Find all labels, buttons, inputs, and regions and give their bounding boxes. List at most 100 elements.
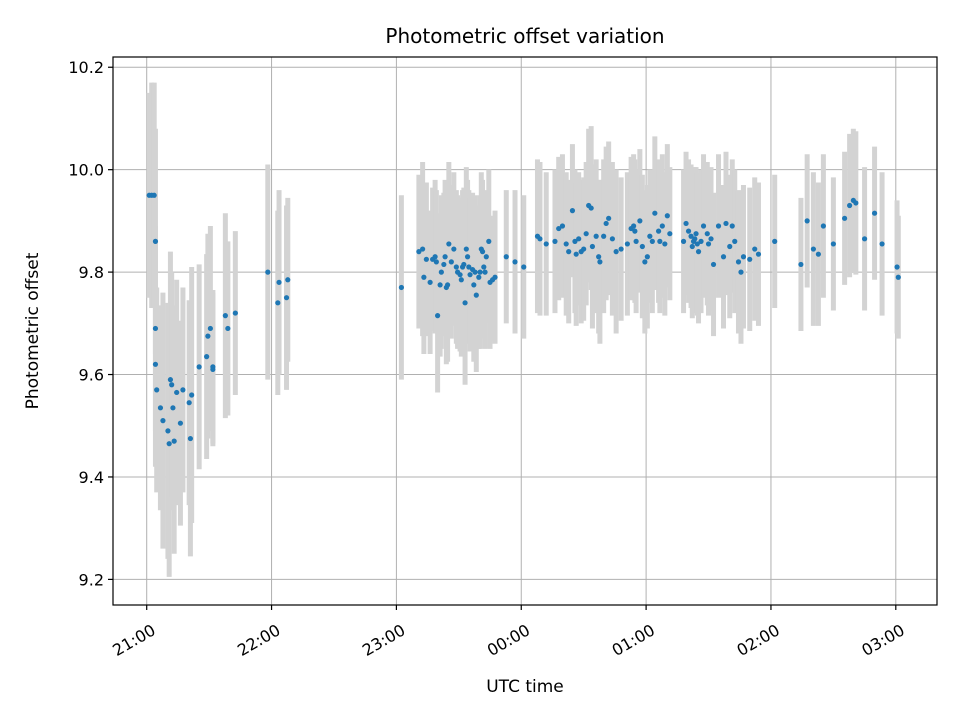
data-point [222,313,228,319]
data-point [810,246,817,252]
data-point [695,249,702,255]
data-point [177,420,184,426]
data-point [472,269,478,275]
data-point [451,246,457,252]
data-point [601,233,607,239]
data-point [693,231,699,237]
data-point [458,277,464,283]
data-point [688,233,694,239]
data-point [416,249,422,255]
data-point [448,259,454,265]
data-point [461,261,467,268]
data-point [438,269,444,275]
data-point [685,228,692,234]
data-point [740,254,747,260]
data-point [624,241,630,247]
data-point [442,254,448,260]
data-point [747,256,753,262]
data-point [752,246,758,252]
data-point [664,213,670,219]
data-point [729,223,735,229]
data-point [196,364,202,370]
y-tick-label: 10.0 [68,161,104,180]
data-point [772,238,778,244]
data-point [483,254,489,260]
data-point [275,300,281,306]
data-point [659,223,665,229]
data-point [597,259,603,265]
data-point [642,259,648,265]
data-point [210,364,216,370]
data-point [398,284,404,291]
data-point [187,435,194,442]
data-point [647,233,653,239]
chart-title: Photometric offset variation [385,24,664,48]
data-point [479,249,486,255]
data-point [662,241,668,247]
data-point [477,269,483,275]
data-point [569,208,576,214]
data-point [437,282,443,288]
data-point [588,205,594,211]
data-point [861,236,868,242]
y-tick-label: 9.6 [79,366,104,385]
data-point [265,269,271,275]
data-point [556,225,562,232]
data-point [421,274,427,280]
data-point [174,389,180,396]
data-points [146,192,901,447]
data-point [169,382,175,388]
data-point [276,279,282,285]
data-point [723,220,729,227]
data-point [482,269,488,275]
data-point [879,241,885,247]
data-point [189,392,195,398]
data-point [692,236,698,242]
data-point [815,251,821,257]
data-point [680,238,687,244]
data-point [667,231,673,237]
data-point [798,261,804,268]
data-point [444,282,451,288]
data-point [466,264,472,270]
data-point [683,220,689,227]
data-point [432,254,438,260]
data-point [423,256,429,262]
data-point [694,241,700,247]
data-point [637,218,643,224]
plot-frame [112,56,938,606]
data-point [186,400,192,406]
data-point [453,264,459,270]
data-point [847,202,853,209]
data-point [715,223,722,229]
data-point [563,241,569,247]
data-point [596,254,602,260]
data-point [225,325,231,332]
data-point [830,241,836,247]
data-point [232,310,238,316]
data-point [457,272,463,278]
data-point [853,200,859,206]
data-point [727,243,733,250]
data-point [481,264,487,270]
data-point [700,223,707,229]
data-point [644,254,650,260]
data-point [552,238,558,244]
data-point [820,223,826,229]
data-point [503,254,509,260]
data-point [446,241,452,247]
data-point [649,238,655,244]
data-point [633,238,639,244]
data-point [151,192,157,198]
data-point [631,223,637,229]
data-point [512,259,518,265]
data-point [603,220,609,227]
data-point [566,249,572,255]
data-point [871,210,878,216]
data-point [704,231,710,237]
data-point [157,405,164,411]
data-point [167,377,174,383]
data-point [609,236,615,242]
data-point [710,261,717,268]
data-point [894,264,900,270]
